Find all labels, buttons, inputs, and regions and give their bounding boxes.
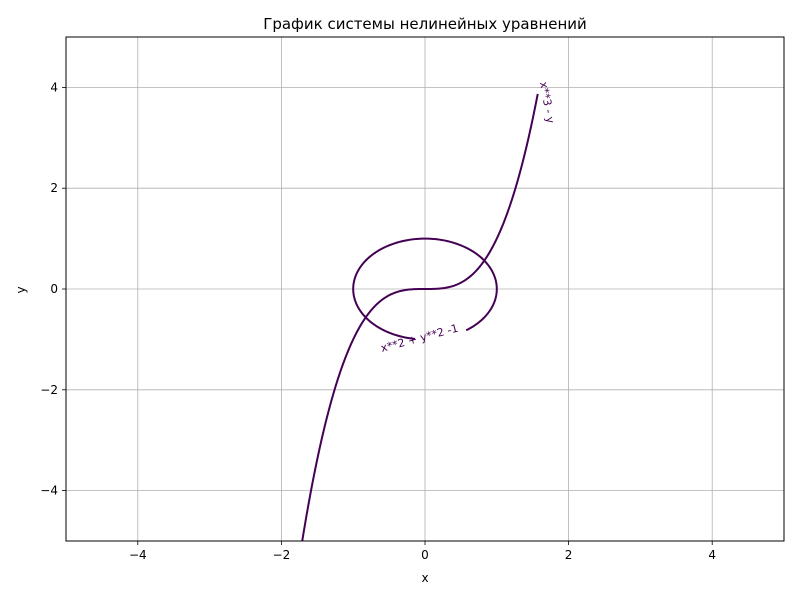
- y-tick-label-1: −2: [40, 383, 58, 397]
- x-axis-label: x: [421, 571, 428, 585]
- series-cubic-line: [301, 93, 539, 542]
- grid: [66, 37, 784, 541]
- x-tick-label-4: 4: [708, 548, 716, 562]
- y-tick-label-4: 4: [50, 80, 58, 94]
- chart-title: График системы нелинейных уравнений: [263, 15, 587, 33]
- y-tick-label-2: 0: [50, 282, 58, 296]
- x-tick-label-2: 0: [421, 548, 429, 562]
- series-circle-line: [352, 237, 498, 340]
- x-tick-label-0: −4: [129, 548, 147, 562]
- y-axis-label: y: [14, 286, 28, 293]
- y-tick-label-0: −4: [40, 484, 58, 498]
- curves: [301, 93, 539, 542]
- x-tick-label-1: −2: [273, 548, 291, 562]
- x-tick-label-3: 2: [565, 548, 573, 562]
- y-tick-label-3: 2: [50, 181, 58, 195]
- ticks: −4 −2 0 2 4 −4 −2 0 2 4: [40, 80, 716, 562]
